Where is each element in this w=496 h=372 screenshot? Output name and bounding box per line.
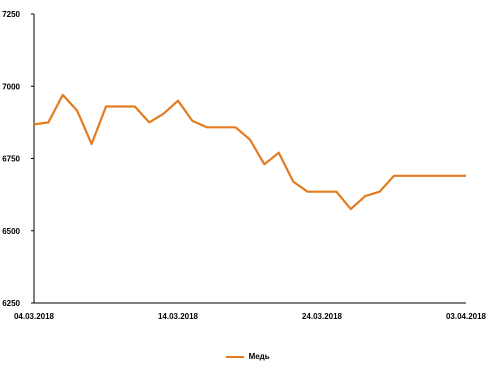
x-tick-label: 24.03.2018 [302, 312, 343, 321]
y-tick-label: 6250 [2, 299, 20, 308]
legend-label: Медь [248, 352, 270, 361]
x-tick-label: 03.04.2018 [446, 312, 487, 321]
y-tick-label: 6500 [2, 227, 20, 236]
axes [33, 14, 466, 304]
y-tick-label: 7000 [2, 82, 20, 91]
legend: Медь [0, 352, 496, 361]
y-axis-ticks: 6250 6500 6750 7000 7250 [2, 10, 34, 308]
y-tick-label: 7250 [2, 10, 20, 19]
x-tick-label: 14.03.2018 [158, 312, 199, 321]
legend-swatch [226, 355, 245, 358]
x-axis-ticks: 04.03.2018 14.03.2018 24.03.2018 03.04.2018 [14, 312, 487, 321]
x-tick-label: 04.03.2018 [14, 312, 55, 321]
series-group [33, 93, 466, 211]
y-tick-label: 6750 [2, 155, 20, 164]
series-line-copper [33, 93, 466, 211]
